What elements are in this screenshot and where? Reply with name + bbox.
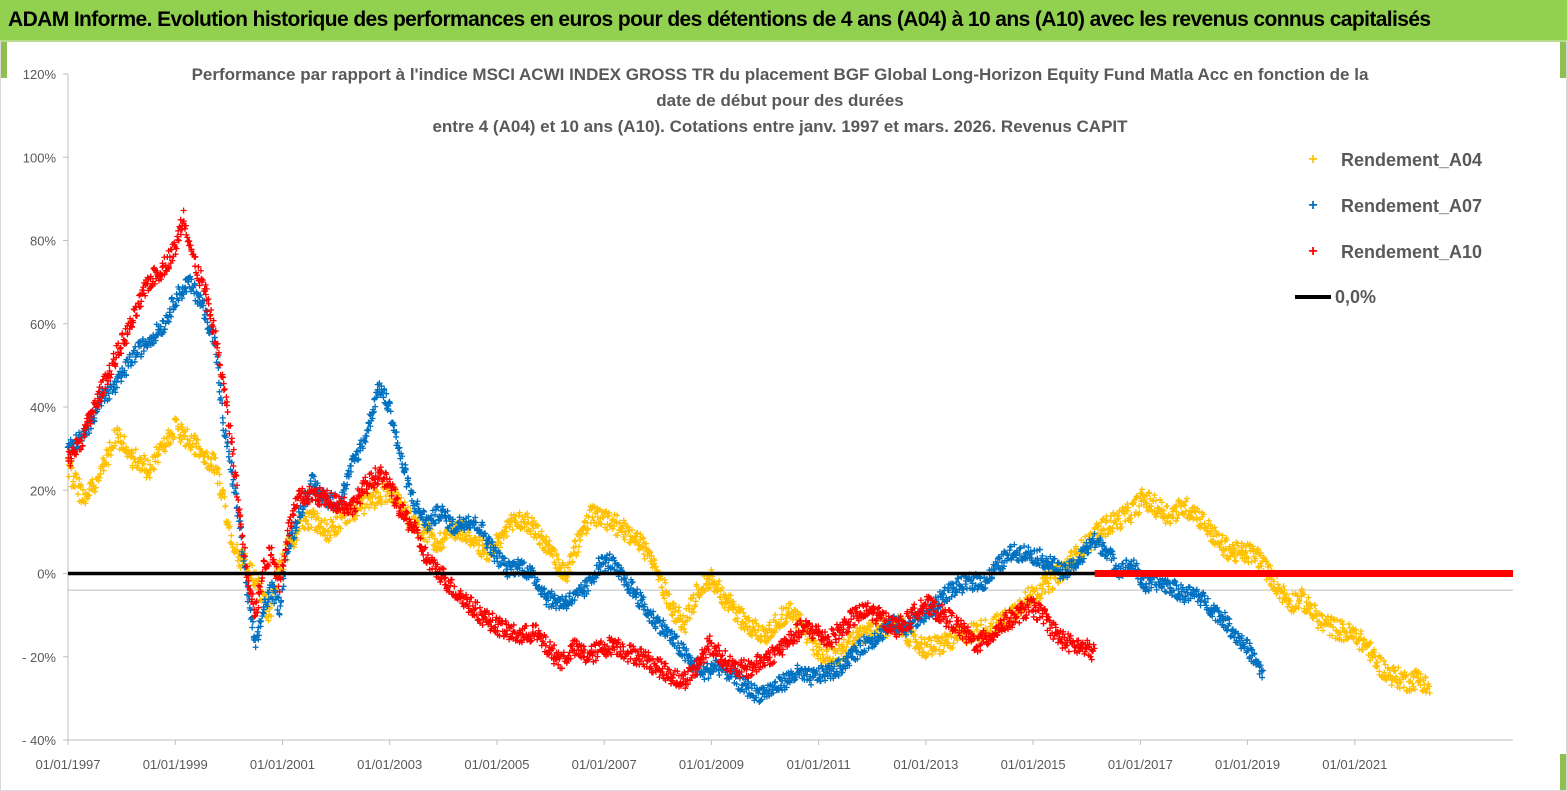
data-point — [466, 532, 472, 538]
data-point — [181, 207, 187, 213]
data-point — [810, 647, 816, 653]
series-Rendement_A10 — [65, 207, 1097, 691]
data-point — [169, 295, 175, 301]
data-point — [589, 514, 595, 520]
data-point — [509, 527, 515, 533]
data-point — [757, 698, 763, 704]
data-point — [596, 555, 602, 561]
data-point — [576, 544, 582, 550]
data-point — [1123, 557, 1129, 563]
data-point — [1340, 621, 1346, 627]
data-point — [1389, 682, 1395, 688]
y-tick-label: 120% — [23, 67, 57, 82]
data-point — [1391, 668, 1397, 674]
x-tick-label: 01/01/2021 — [1322, 757, 1387, 772]
data-point — [235, 497, 241, 503]
data-point — [220, 420, 226, 426]
x-tick-label: 01/01/1999 — [143, 757, 208, 772]
x-tick-label: 01/01/2009 — [679, 757, 744, 772]
data-point — [75, 491, 81, 497]
data-point — [1037, 547, 1043, 553]
data-point — [929, 652, 935, 658]
data-point — [914, 623, 920, 629]
data-point — [577, 537, 583, 543]
data-point — [636, 604, 642, 610]
x-tick-label: 01/01/2005 — [464, 757, 529, 772]
data-point — [1249, 559, 1255, 565]
data-point — [517, 510, 523, 516]
y-tick-label: 40% — [30, 400, 56, 415]
x-tick-label: 01/01/2011 — [787, 757, 851, 772]
y-tick-label: 20% — [30, 483, 56, 498]
data-point — [982, 617, 988, 623]
data-point — [1277, 595, 1283, 601]
x-tick-label: 01/01/2001 — [250, 757, 315, 772]
x-tick-label: 01/01/2013 — [893, 757, 958, 772]
data-point — [259, 575, 265, 581]
data-point — [225, 409, 231, 415]
data-point — [182, 285, 188, 291]
data-point — [118, 378, 124, 384]
data-point — [1184, 496, 1190, 502]
data-point — [225, 440, 231, 446]
data-point — [1151, 492, 1157, 498]
data-point — [222, 503, 228, 509]
data-point — [255, 629, 261, 635]
data-point — [662, 580, 668, 586]
data-point — [676, 604, 682, 610]
data-point — [772, 679, 778, 685]
data-point — [223, 394, 229, 400]
data-point — [134, 313, 140, 319]
x-tick-label: 01/01/2003 — [357, 757, 422, 772]
x-tick-label: 01/01/2007 — [572, 757, 637, 772]
y-tick-label: 60% — [30, 317, 56, 332]
x-tick-label: 01/01/2019 — [1215, 757, 1280, 772]
data-point — [1346, 621, 1352, 627]
data-point — [1114, 525, 1120, 531]
data-point — [207, 312, 213, 318]
data-point — [776, 675, 782, 681]
data-point — [310, 472, 316, 478]
data-point — [572, 537, 578, 543]
data-point — [228, 533, 234, 539]
data-point — [772, 612, 778, 618]
y-tick-label: - 20% — [22, 650, 56, 665]
data-point — [1395, 665, 1401, 671]
data-point — [1245, 560, 1251, 566]
x-tick-label: 01/01/2017 — [1108, 757, 1173, 772]
data-point — [132, 307, 138, 313]
y-tick-label: - 40% — [22, 733, 56, 748]
data-point — [253, 644, 259, 650]
data-point — [361, 511, 367, 517]
data-point — [119, 330, 125, 336]
y-tick-label: 0% — [37, 567, 56, 582]
data-point — [249, 625, 255, 631]
y-tick-label: 100% — [23, 150, 57, 165]
data-point — [222, 386, 228, 392]
data-point — [1299, 586, 1305, 592]
data-point — [239, 533, 245, 539]
data-point — [786, 678, 792, 684]
x-tick-label: 01/01/1997 — [35, 757, 100, 772]
x-tick-label: 01/01/2015 — [1001, 757, 1066, 772]
data-point — [226, 454, 232, 460]
data-point — [260, 610, 266, 616]
y-tick-label: 80% — [30, 234, 56, 249]
data-point — [539, 528, 545, 534]
